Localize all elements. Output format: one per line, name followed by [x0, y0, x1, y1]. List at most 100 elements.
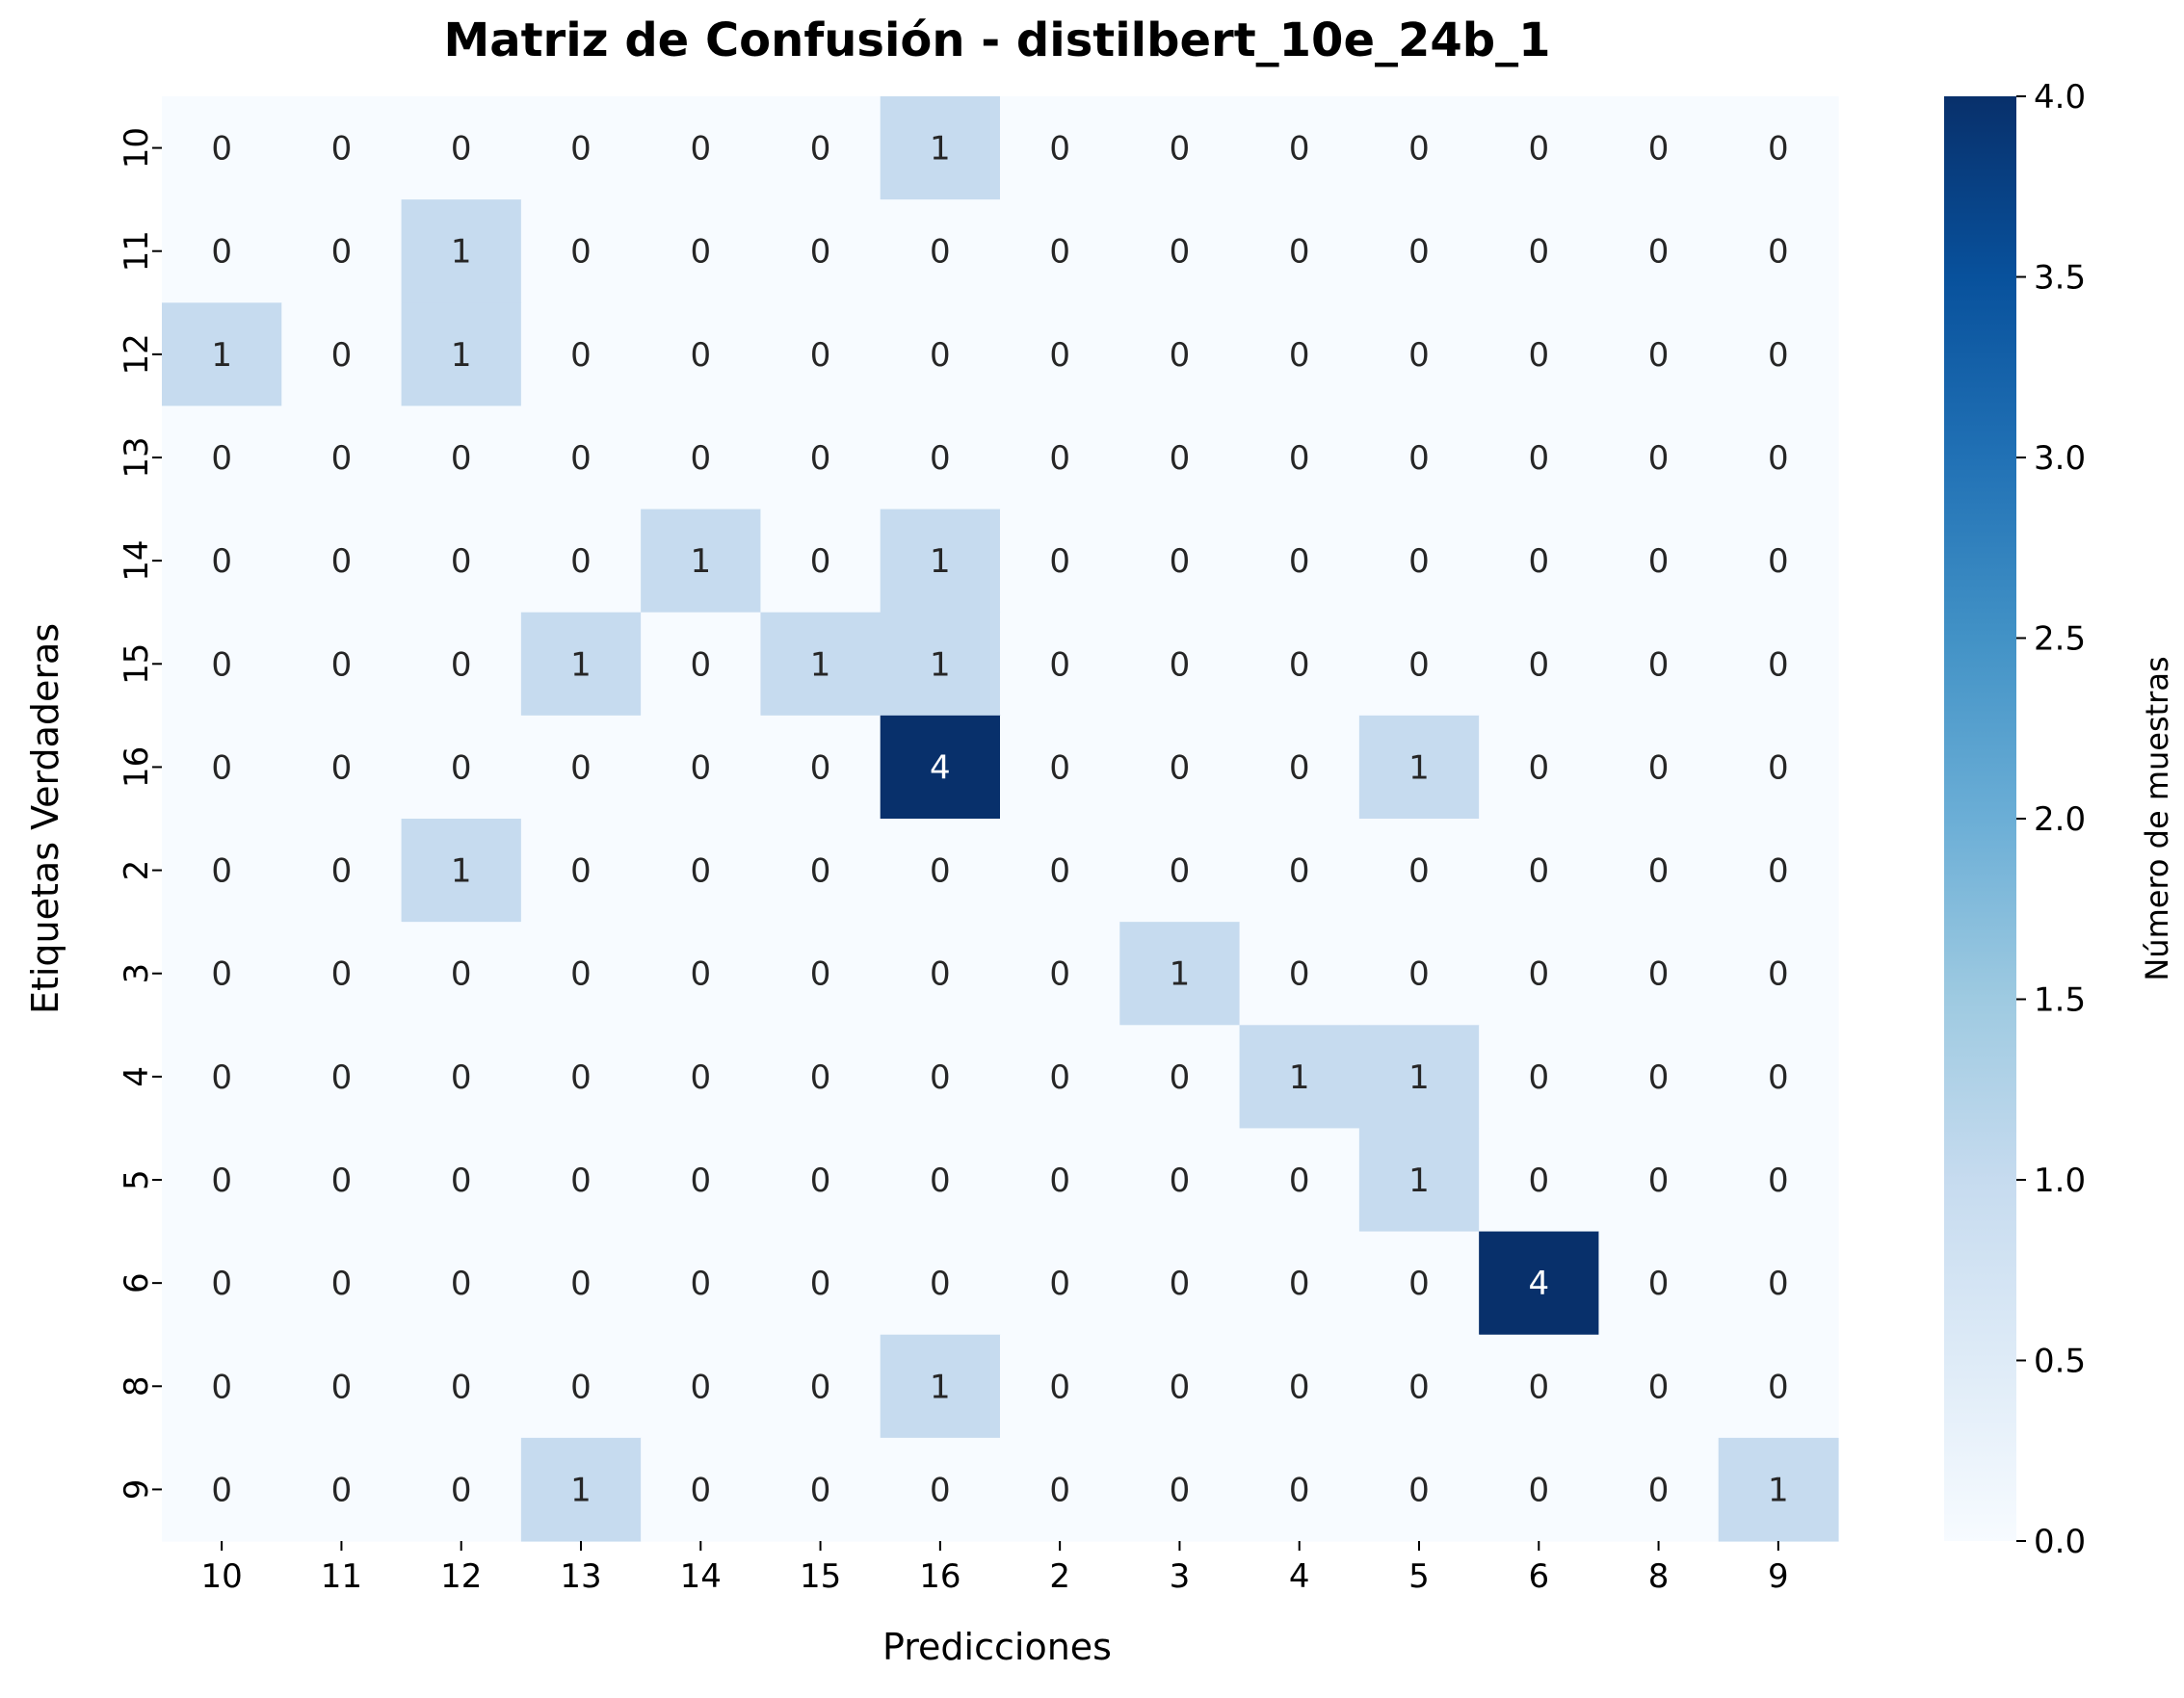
- heatmap-cell: [1119, 96, 1241, 200]
- heatmap-cell: [880, 1437, 1001, 1542]
- heatmap-cell: [760, 302, 881, 407]
- heatmap-cell: [401, 819, 522, 923]
- heatmap-cell: [760, 509, 881, 614]
- heatmap-cell: [401, 1231, 522, 1336]
- cell-value-label: 0: [331, 852, 353, 891]
- y-tick-label: 3: [118, 963, 156, 984]
- cell-value-label: 0: [810, 439, 831, 478]
- cell-value-label: 0: [1408, 852, 1430, 891]
- cell-value-label: 1: [810, 645, 831, 684]
- heatmap-cell: [880, 612, 1001, 717]
- cell-value-label: 0: [211, 1162, 232, 1200]
- cell-value-label: 0: [810, 336, 831, 375]
- cell-value-label: 0: [570, 130, 592, 169]
- heatmap-cell: [1119, 819, 1241, 923]
- heatmap-cell: [520, 612, 642, 717]
- heatmap-cell: [880, 96, 1001, 200]
- heatmap-cell: [1718, 1334, 1839, 1439]
- cell-value-label: 0: [1049, 1162, 1070, 1200]
- y-axis-ticks: 10 11 12 13 14 15 16 2 3 4 5 6 8 9: [118, 127, 162, 1500]
- cell-value-label: 0: [331, 130, 353, 169]
- heatmap-cell: [1239, 405, 1360, 510]
- cell-value-label: 0: [1528, 955, 1549, 994]
- cell-value-label: 0: [1528, 336, 1549, 375]
- cell-value-label: 0: [1289, 336, 1310, 375]
- cell-value-label: 0: [1408, 130, 1430, 169]
- cell-value-label: 0: [1170, 748, 1191, 787]
- heatmap-cell: [1718, 1025, 1839, 1130]
- cell-value-label: 0: [1289, 852, 1310, 891]
- cell-value-label: 0: [1289, 955, 1310, 994]
- heatmap-cell: [880, 302, 1001, 407]
- heatmap-cell: [1119, 1231, 1241, 1336]
- cell-value-label: 0: [810, 233, 831, 272]
- cell-value-label: 0: [1289, 233, 1310, 272]
- heatmap-cell: [880, 405, 1001, 510]
- heatmap-cell: [641, 922, 762, 1026]
- heatmap-cell: [1239, 1128, 1360, 1233]
- cell-value-label: 0: [1648, 852, 1670, 891]
- y-axis-label: Etiquetas Verdaderas: [24, 623, 66, 1014]
- cell-value-label: 0: [1170, 542, 1191, 581]
- cell-value-label: 0: [930, 336, 951, 375]
- cell-value-label: 0: [451, 1471, 472, 1509]
- cell-value-label: 0: [1289, 1265, 1310, 1303]
- heatmap-cell: [1000, 612, 1120, 717]
- cell-value-label: 0: [930, 1265, 951, 1303]
- colorbar-tick-label: 0.0: [2034, 1523, 2086, 1561]
- heatmap-cell: [1000, 715, 1120, 820]
- heatmap-cell: [1718, 1128, 1839, 1233]
- heatmap-cell: [1479, 1128, 1600, 1233]
- x-tick-label: 5: [1408, 1557, 1430, 1596]
- heatmap-cell: [1119, 1025, 1241, 1130]
- heatmap-cell: [1718, 715, 1839, 820]
- heatmap-cell: [1119, 612, 1241, 717]
- heatmap-cell: [1718, 819, 1839, 923]
- cell-value-label: 0: [1049, 130, 1070, 169]
- heatmap-cell: [520, 302, 642, 407]
- heatmap-cell: [520, 1128, 642, 1233]
- heatmap-cell: [1000, 1231, 1120, 1336]
- cell-value-label: 0: [1768, 852, 1789, 891]
- cell-value-label: 0: [810, 748, 831, 787]
- cell-value-label: 1: [1170, 955, 1191, 994]
- cell-value-label: 0: [690, 1058, 711, 1097]
- heatmap-cell: [1358, 1231, 1480, 1336]
- heatmap-cell: [880, 199, 1001, 303]
- colorbar-tick-label: 2.5: [2034, 620, 2086, 659]
- cell-value-label: 1: [1408, 1058, 1430, 1097]
- cell-value-label: 0: [1648, 1471, 1670, 1509]
- heatmap-cell: [1239, 1231, 1360, 1336]
- cell-value-label: 4: [930, 748, 951, 787]
- cell-value-label: 0: [1049, 1265, 1070, 1303]
- cell-value-label: 0: [1170, 439, 1191, 478]
- heatmap-cell: [162, 922, 282, 1026]
- cell-value-label: 0: [211, 645, 232, 684]
- heatmap-cell: [1718, 612, 1839, 717]
- cell-value-label: 0: [1049, 748, 1070, 787]
- heatmap-cell: [760, 1231, 881, 1336]
- cell-value-label: 0: [1049, 852, 1070, 891]
- x-tick-label: 2: [1049, 1557, 1070, 1596]
- heatmap-cell: [520, 96, 642, 200]
- heatmap-cell: [281, 922, 403, 1026]
- heatmap-cell: [401, 199, 522, 303]
- colorbar-tick-label: 0.5: [2034, 1343, 2086, 1381]
- cell-value-label: 0: [1528, 233, 1549, 272]
- cell-value-label: 1: [1289, 1058, 1310, 1097]
- cell-value-label: 0: [1528, 1058, 1549, 1097]
- cell-value-label: 0: [331, 1368, 353, 1406]
- colorbar-label: Número de muestras: [2139, 656, 2175, 980]
- cell-value-label: 0: [451, 645, 472, 684]
- heatmap-cell: [401, 715, 522, 820]
- x-tick-label: 9: [1768, 1557, 1789, 1596]
- cell-value-label: 0: [570, 336, 592, 375]
- heatmap-cell: [520, 715, 642, 820]
- heatmap-cell: [401, 1437, 522, 1542]
- heatmap-cell: [401, 509, 522, 614]
- heatmap-cell: [162, 96, 282, 200]
- heatmap-cell: [1239, 819, 1360, 923]
- cell-value-label: 0: [331, 233, 353, 272]
- heatmap-cell: [760, 405, 881, 510]
- x-tick-label: 8: [1648, 1557, 1670, 1596]
